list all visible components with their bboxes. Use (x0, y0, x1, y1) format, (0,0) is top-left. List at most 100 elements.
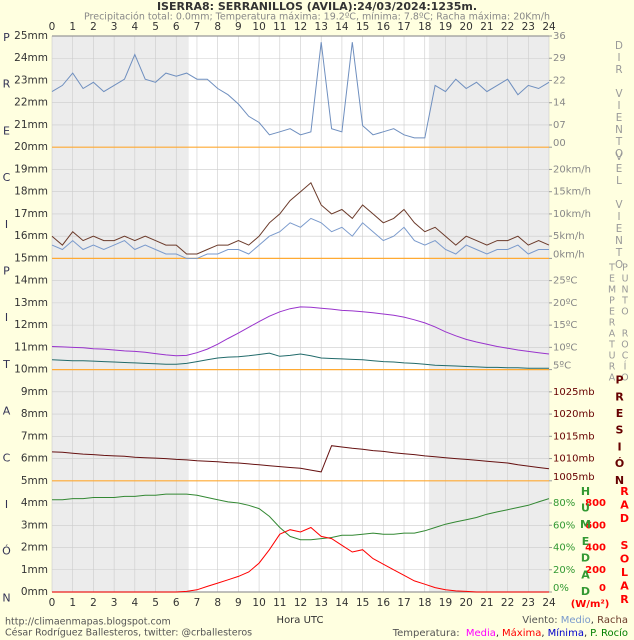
y2-tick-label: 800 (585, 498, 606, 509)
y-tick-label: 9mm (21, 386, 48, 398)
y-tick-label: 15mm (14, 252, 48, 264)
x-tick-label: 20 (459, 597, 472, 609)
night-shading (428, 258, 549, 370)
y-tick-label: 13mm (14, 297, 48, 309)
y-tick-label: 16mm (14, 230, 48, 242)
night-shading (428, 369, 549, 481)
x-tick-label: 24 (542, 597, 556, 609)
y2-tick-label: 600 (585, 520, 606, 531)
footer-author: César Rodríguez Ballesteros, twitter: @c… (5, 628, 252, 639)
x-tick-label: 22 (501, 21, 514, 33)
x-tick-label: 12 (294, 597, 307, 609)
side-label: TEMPERATURA (607, 262, 618, 383)
x-tick-label: 21 (480, 597, 493, 609)
y-tick-label: 18mm (14, 186, 48, 198)
y-tick-label: 20mm (14, 141, 48, 153)
series-line (52, 493, 550, 541)
side-label: RAD SOLAR (618, 485, 631, 607)
y-tick-label: 1mm (21, 564, 48, 576)
y2-tick-label: 0 (599, 583, 606, 594)
temperature-legend: Temperatura: Media, Máxima, Mínima, P. Rocí… (392, 627, 628, 639)
night-shading (428, 36, 549, 148)
series-line (52, 526, 549, 593)
x-tick-label: 16 (377, 597, 391, 609)
x-tick-label: 22 (501, 597, 514, 609)
y-tick-label: 00 (553, 138, 566, 149)
night-shading (52, 147, 189, 259)
x-tick-label: 8 (214, 21, 221, 33)
y-tick-label: 29 (553, 53, 566, 64)
y-tick-label: 23mm (14, 74, 48, 86)
x-tick-label: 4 (131, 21, 138, 33)
x-tick-label: 5 (152, 597, 159, 609)
x-tick-label: 1 (69, 597, 76, 609)
legend-label: Temperatura: (392, 628, 460, 639)
legend-separator: , (591, 615, 594, 626)
x-tick-label: 1 (69, 21, 76, 33)
y-tick-label: 7mm (21, 430, 48, 442)
chart-title: ISERRA8: SERRANILLOS (AVILA):24/03/2024:… (157, 0, 477, 13)
x-axis-label: Hora UTC (277, 615, 324, 626)
x-tick-label: 9 (235, 21, 242, 33)
y-tick-label: 20km/h (553, 164, 591, 175)
y-tick-label: 10km/h (553, 209, 591, 220)
night-shading (52, 480, 189, 592)
y-tick-label: 4mm (21, 497, 48, 509)
series-line (51, 306, 550, 357)
x-tick-label: 24 (542, 21, 556, 33)
x-tick-label: 3 (111, 21, 118, 33)
left-axis-label: PRECIPITACIÓN (0, 31, 13, 638)
series-line (51, 181, 550, 255)
y-tick-label: 20ºC (553, 298, 577, 309)
y-tick-label: 11mm (14, 341, 48, 353)
y-tick-label: 25ºC (553, 276, 577, 287)
y-tick-label: 10ºC (553, 342, 577, 353)
x-tick-label: 14 (335, 21, 349, 33)
wind-legend: Viento: Medio, Racha (522, 615, 628, 626)
y-tick-label: 1010mb (553, 454, 595, 465)
y-tick-label: 36 (553, 31, 566, 42)
y-tick-label: 14 (553, 98, 566, 109)
legend-entry: Media (466, 628, 496, 639)
y-tick-label: 14mm (14, 275, 48, 287)
y-tick-label: 22mm (14, 97, 48, 109)
side-label: PUNTO ROCÍO (620, 262, 631, 383)
x-tick-label: 11 (273, 21, 286, 33)
x-tick-label: 4 (131, 597, 138, 609)
legend-label: Viento: (522, 615, 557, 626)
y-tick-label: 1025mb (553, 387, 595, 398)
series-line (51, 445, 550, 473)
x-tick-label: 21 (480, 21, 493, 33)
x-tick-label: 10 (252, 21, 265, 33)
night-shading (52, 258, 189, 370)
x-tick-label: 15 (356, 21, 369, 33)
side-label: PRESIÓN (613, 374, 626, 491)
x-tick-label: 13 (315, 597, 328, 609)
x-tick-label: 7 (194, 21, 201, 33)
x-tick-label: 5 (152, 21, 159, 33)
y-tick-label: 2mm (21, 542, 48, 554)
legend-separator: , (584, 628, 587, 639)
x-tick-label: 14 (335, 597, 349, 609)
y-tick-label: 8mm (21, 408, 48, 420)
y-tick-label: 1020mb (553, 409, 595, 420)
legend-entry: Mínima (548, 627, 584, 639)
footer-url: http://climaenmapas.blogspot.com (5, 617, 171, 628)
series-line (51, 42, 550, 139)
x-tick-label: 6 (173, 597, 180, 609)
y-tick-label: 19mm (14, 163, 48, 175)
y-tick-label: 60% (553, 520, 575, 531)
y-tick-label: 1015mb (553, 431, 595, 442)
y-tick-label: 07 (553, 120, 566, 131)
legend-entry: Racha (597, 615, 628, 626)
series-line (51, 352, 549, 369)
x-tick-label: 15 (356, 597, 369, 609)
x-tick-label: 13 (315, 21, 328, 33)
x-tick-label: 18 (418, 597, 431, 609)
y-tick-label: 10mm (14, 364, 48, 376)
y2-unit: (W/m²) (571, 599, 610, 610)
y-tick-label: 6mm (21, 453, 48, 465)
x-tick-label: 23 (522, 597, 535, 609)
y-tick-label: 5mm (21, 475, 48, 487)
